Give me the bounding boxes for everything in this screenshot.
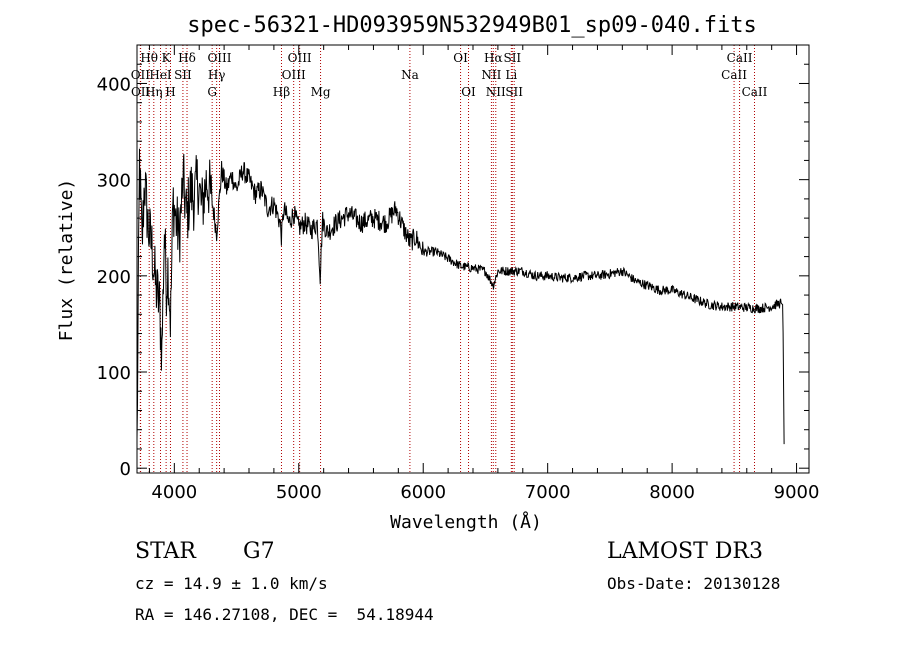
- x-tick-label: 5000: [276, 482, 322, 503]
- line-label: OII: [131, 68, 151, 82]
- x-tick-label: 6000: [400, 482, 446, 503]
- object-subclass: G7: [243, 539, 275, 564]
- line-label: NII: [486, 85, 506, 99]
- y-axis-label: Flux (relative): [56, 179, 77, 342]
- line-label: SII: [505, 85, 523, 99]
- survey-name: LAMOST DR3: [607, 539, 763, 564]
- plot-frame: [136, 44, 810, 474]
- y-tick-label: 400: [97, 74, 131, 95]
- line-label: CaII: [742, 85, 768, 99]
- line-label: SII: [174, 68, 192, 82]
- y-tick-label: 200: [97, 267, 131, 288]
- x-tick-label: 4000: [151, 482, 197, 503]
- object-class: STAR: [135, 539, 197, 564]
- observation-date: Obs-Date: 20130128: [607, 574, 780, 593]
- line-markers: [139, 45, 755, 473]
- line-label: Hδ: [178, 51, 196, 65]
- x-axis-label: Wavelength (Å): [390, 511, 542, 533]
- x-tick-label: 9000: [774, 482, 820, 503]
- x-tick-label: 8000: [649, 482, 695, 503]
- spectrum-line: [136, 148, 785, 445]
- chart-title: spec-56321-HD093959N532949B01_sp09-040.f…: [187, 13, 757, 38]
- line-label: Hβ: [273, 85, 290, 99]
- line-label: K: [162, 51, 172, 65]
- line-label: OI: [461, 85, 476, 99]
- y-tick-label: 0: [120, 459, 131, 480]
- line-label: OI: [453, 51, 468, 65]
- line-label: Li: [505, 68, 517, 82]
- line-label: Na: [401, 68, 419, 82]
- line-label: OIII: [207, 51, 231, 65]
- line-label: CaII: [721, 68, 747, 82]
- line-label: HeI: [149, 68, 172, 82]
- line-label: G: [207, 85, 217, 99]
- redshift-value: cz = 14.9 ± 1.0 km/s: [135, 574, 328, 593]
- line-label: Hθ: [140, 51, 158, 65]
- y-tick-label: 300: [97, 171, 131, 192]
- y-tick-label: 100: [97, 363, 131, 384]
- line-label: OII: [131, 85, 151, 99]
- x-axis: 4000 5000 6000 7000 8000 9000: [148, 45, 820, 503]
- x-tick-label: 7000: [525, 482, 571, 503]
- line-label: Hη: [145, 85, 163, 99]
- line-label: Hγ: [208, 68, 226, 82]
- line-label: SII: [503, 51, 521, 65]
- line-label: OIII: [282, 68, 306, 82]
- line-label: Hα: [484, 51, 503, 65]
- line-label: Mg: [311, 85, 331, 99]
- line-label: CaII: [727, 51, 753, 65]
- line-label: OIII: [288, 51, 312, 65]
- y-axis: 0 100 200 300 400: [97, 63, 809, 480]
- line-label: NII: [481, 68, 501, 82]
- line-label: H: [165, 85, 175, 99]
- coordinates: RA = 146.27108, DEC = 54.18944: [135, 605, 434, 624]
